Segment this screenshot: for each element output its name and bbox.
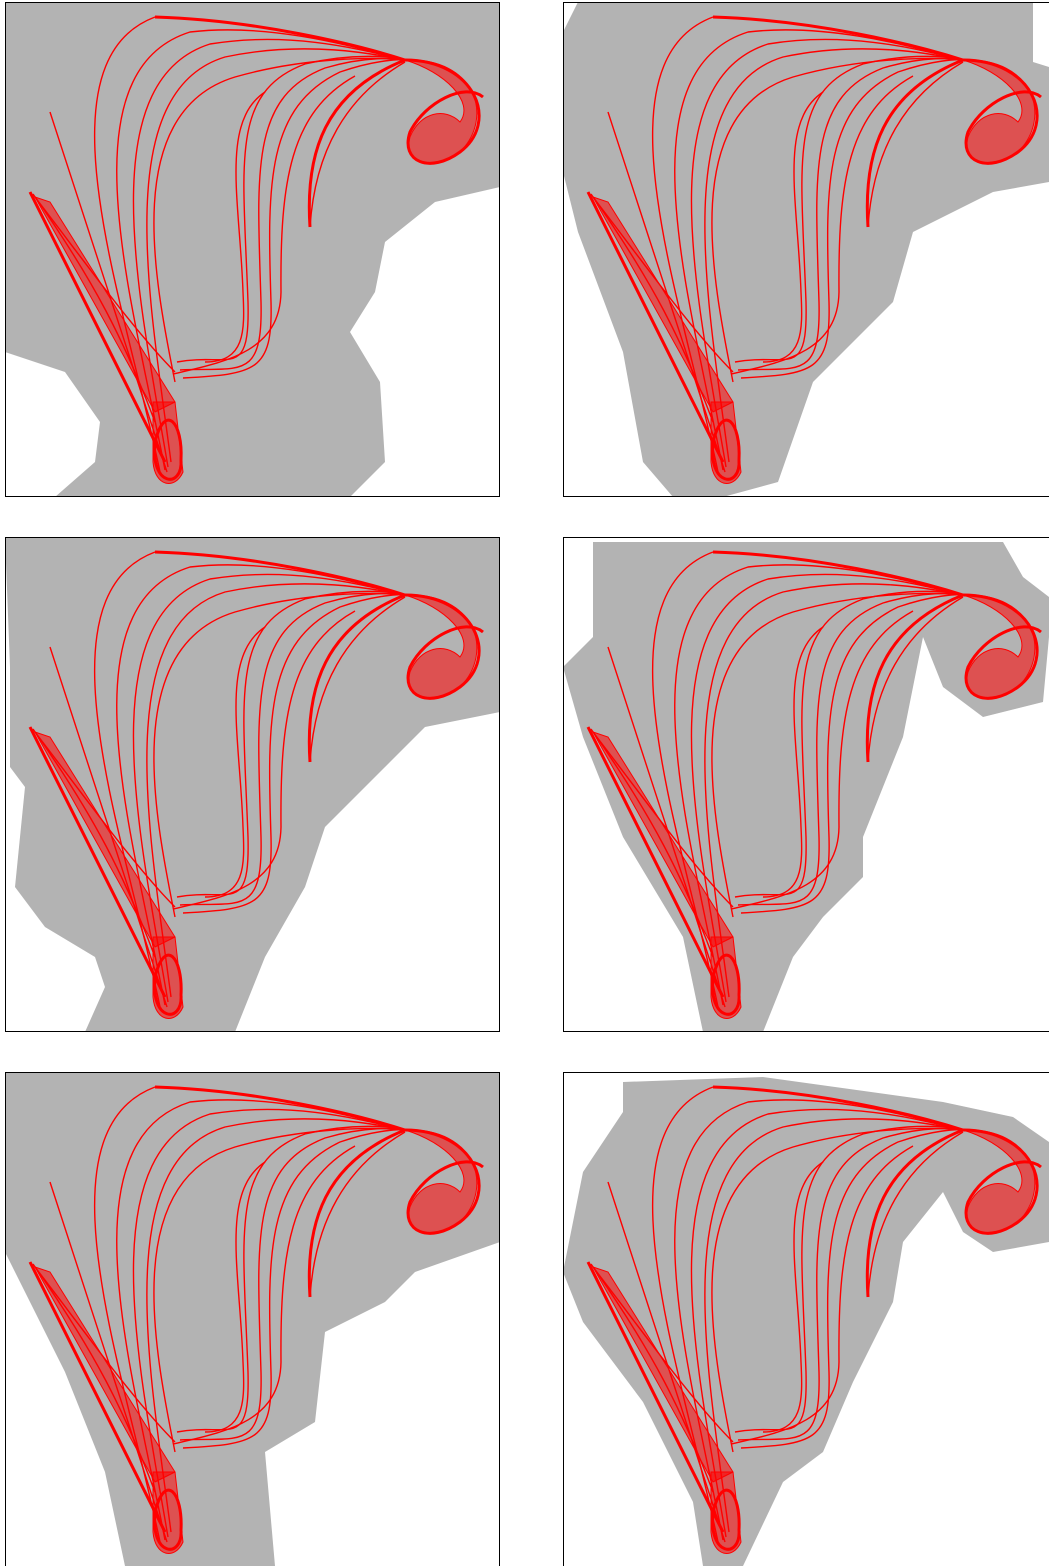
panel xyxy=(5,2,500,497)
panel xyxy=(563,2,1049,497)
panel xyxy=(563,537,1049,1032)
page xyxy=(0,0,1049,1566)
panel xyxy=(563,1072,1049,1566)
panel xyxy=(5,1072,500,1566)
panel xyxy=(5,537,500,1032)
